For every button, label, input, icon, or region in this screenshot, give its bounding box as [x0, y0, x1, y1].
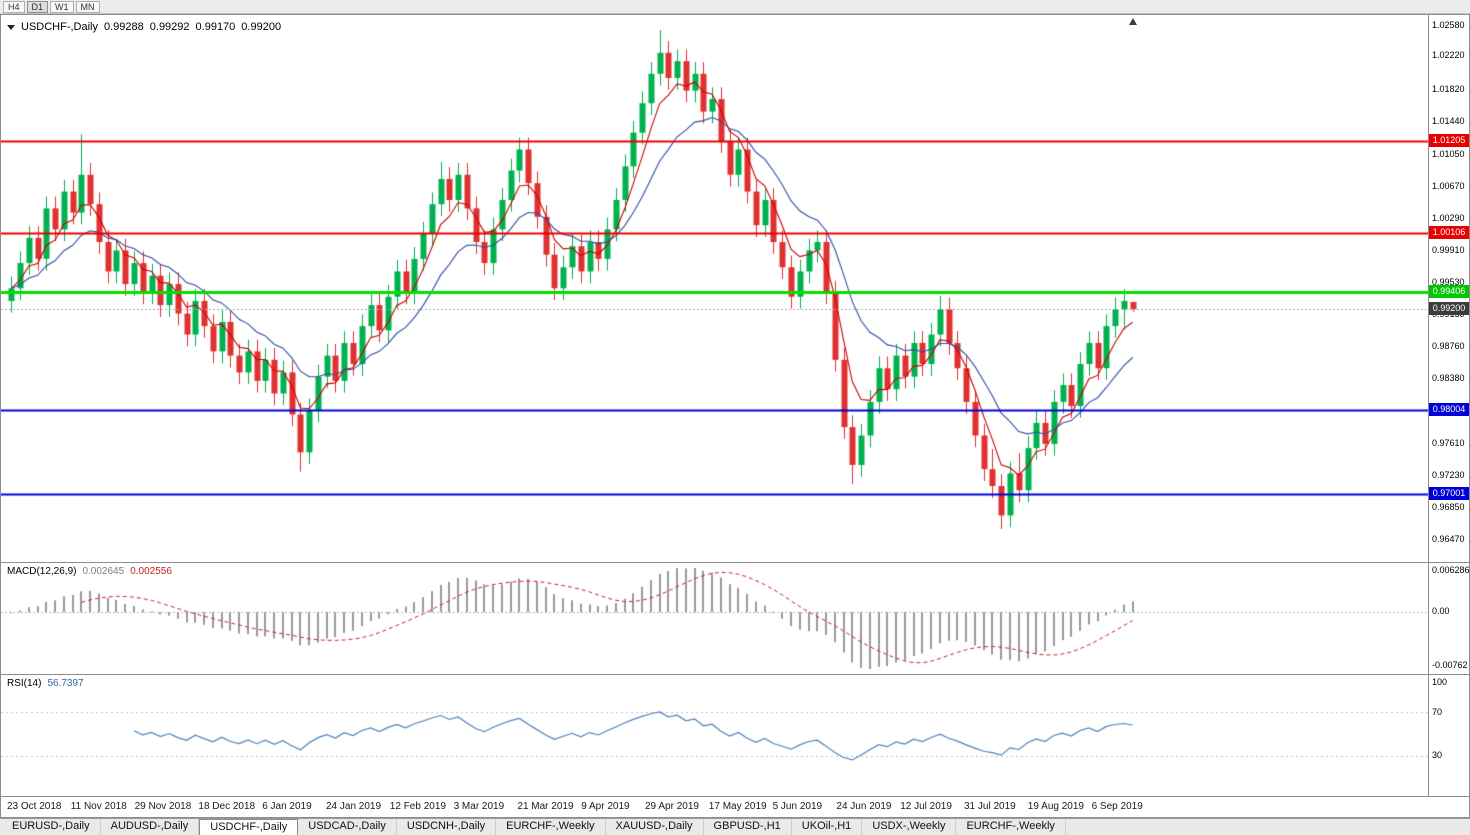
chart-tab-eurchf[interactable]: EURCHF-,Weekly — [956, 819, 1066, 835]
macd-indicator-label: MACD(12,26,9) 0.002645 0.002556 — [7, 566, 172, 577]
rsi-indicator-label: RSI(14) 56.7397 — [7, 678, 84, 689]
candlestick-chart-canvas[interactable] — [1, 15, 1429, 797]
price-level-tag: 0.97001 — [1429, 487, 1469, 501]
date-axis-label: 23 Oct 2018 — [7, 801, 62, 812]
panel-separator[interactable] — [1, 674, 1469, 675]
price-axis-label: 1.01820 — [1432, 83, 1465, 94]
chart-tab-usdcad[interactable]: USDCAD-,Daily — [298, 819, 397, 835]
chart-symbol-label: USDCHF-,Daily — [21, 21, 98, 33]
timeframe-button-h4[interactable]: H4 — [3, 0, 25, 13]
chart-tab-eurchf[interactable]: EURCHF-,Weekly — [496, 819, 606, 835]
price-axis-label: 1.00670 — [1432, 180, 1465, 191]
chart-tabs-bar: EURUSD-,Daily AUDUSD-,Daily USDCHF-,Daily U… — [0, 818, 1470, 835]
macd-main-value: 0.002645 — [82, 566, 125, 577]
chart-title: USDCHF-,Daily 0.99288 0.99292 0.99170 0.… — [7, 21, 281, 33]
chart-tab-usdcnh[interactable]: USDCNH-,Daily — [397, 819, 497, 835]
price-axis[interactable]: 0.006286 0.00 -0.00762 100 70 30 1.02580… — [1428, 15, 1469, 796]
date-axis-label: 24 Jun 2019 — [836, 801, 892, 812]
timeframe-button-d1[interactable]: D1 — [26, 0, 49, 13]
macd-axis-label: -0.00762 — [1432, 660, 1468, 670]
timeframe-toolbar: H4 D1 W1 MN — [0, 0, 1470, 14]
timeframe-button-w1[interactable]: W1 — [50, 0, 74, 13]
price-axis-label: 1.00290 — [1432, 212, 1465, 223]
date-axis-label: 6 Sep 2019 — [1091, 801, 1143, 812]
chart-tab-gbpusd[interactable]: GBPUSD-,H1 — [704, 819, 792, 835]
chart-close-value: 0.99200 — [241, 21, 282, 33]
symbol-dropdown-icon[interactable] — [7, 24, 15, 30]
date-axis-label: 19 Aug 2019 — [1027, 801, 1084, 812]
rsi-axis-label: 100 — [1432, 677, 1448, 687]
macd-name: MACD(12,26,9) — [7, 566, 77, 577]
chart-tab-audusd[interactable]: AUDUSD-,Daily — [101, 819, 200, 835]
chart-open-value: 0.99288 — [104, 21, 144, 33]
chart-tab-ukoil[interactable]: UKOil-,H1 — [792, 819, 863, 835]
date-axis-label: 6 Jan 2019 — [262, 801, 312, 812]
time-axis[interactable]: 23 Oct 2018 11 Nov 2018 29 Nov 2018 18 Dec … — [1, 797, 1429, 817]
macd-axis-label: 0.006286 — [1432, 565, 1470, 575]
date-axis-label: 12 Jul 2019 — [900, 801, 952, 812]
date-axis-label: 17 May 2019 — [708, 801, 767, 812]
timeframe-button-mn[interactable]: MN — [75, 0, 100, 13]
rsi-axis-label: 30 — [1432, 750, 1443, 760]
price-axis-label: 0.97610 — [1432, 438, 1465, 449]
price-level-tag: 0.99200 — [1429, 302, 1469, 316]
chart-area: USDCHF-,Daily 0.99288 0.99292 0.99170 0.… — [0, 14, 1470, 818]
date-axis-label: 12 Feb 2019 — [389, 801, 446, 812]
chart-tab-eurusd[interactable]: EURUSD-,Daily — [2, 819, 101, 835]
rsi-value: 56.7397 — [47, 678, 84, 689]
date-axis-label: 29 Nov 2018 — [134, 801, 192, 812]
chart-tab-usdchf[interactable]: USDCHF-,Daily — [199, 819, 299, 835]
panel-separator — [1, 796, 1469, 797]
date-axis-label: 9 Apr 2019 — [581, 801, 630, 812]
chart-tab-xauusd[interactable]: XAUUSD-,Daily — [606, 819, 704, 835]
date-axis-label: 5 Jun 2019 — [772, 801, 823, 812]
price-axis-label: 0.99530 — [1432, 276, 1465, 287]
date-axis-label: 11 Nov 2018 — [70, 801, 127, 812]
price-level-tag: 1.01205 — [1429, 133, 1469, 147]
date-axis-label: 3 Mar 2019 — [453, 801, 505, 812]
price-axis-label: 0.97230 — [1432, 470, 1465, 481]
price-axis-label: 1.01440 — [1432, 115, 1465, 126]
rsi-name: RSI(14) — [7, 678, 42, 689]
chart-shift-marker-icon[interactable] — [1129, 18, 1137, 25]
price-axis-label: 1.01050 — [1432, 148, 1465, 159]
price-axis-label: 1.02220 — [1432, 50, 1465, 61]
price-axis-label: 0.98380 — [1432, 373, 1465, 384]
price-axis-label: 0.96850 — [1432, 502, 1465, 513]
price-level-tag: 1.00106 — [1429, 226, 1469, 240]
price-axis-label: 0.98760 — [1432, 341, 1465, 352]
price-axis-label: 0.96470 — [1432, 534, 1465, 544]
date-axis-label: 18 Dec 2018 — [198, 801, 256, 812]
date-axis-label: 24 Jan 2019 — [326, 801, 382, 812]
chart-low-value: 0.99170 — [195, 21, 236, 33]
rsi-axis-label: 70 — [1432, 707, 1443, 717]
panel-separator[interactable] — [1, 562, 1469, 563]
date-axis-label: 29 Apr 2019 — [645, 801, 699, 812]
price-level-tag: 0.98004 — [1429, 402, 1469, 416]
macd-axis-label: 0.00 — [1432, 606, 1450, 617]
date-axis-label: 31 Jul 2019 — [964, 801, 1016, 812]
price-level-tag: 0.99406 — [1429, 285, 1469, 298]
date-axis-label: 21 Mar 2019 — [517, 801, 574, 812]
chart-tab-usdx[interactable]: USDX-,Weekly — [862, 819, 957, 835]
chart-high-value: 0.99292 — [149, 21, 190, 33]
price-axis-label: 1.02580 — [1432, 20, 1465, 30]
price-axis-label: 0.99910 — [1432, 244, 1465, 255]
macd-signal-value: 0.002556 — [130, 566, 172, 577]
